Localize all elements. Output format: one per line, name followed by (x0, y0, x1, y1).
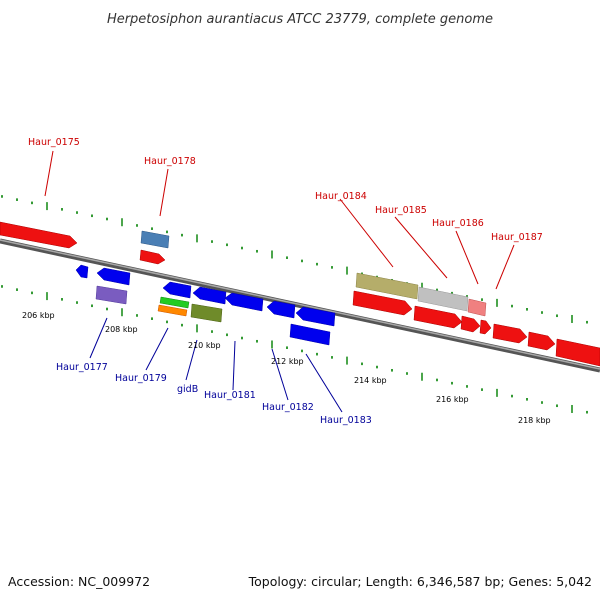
gene-haur-0179-rna[interactable] (159, 296, 190, 309)
gene-gidb[interactable] (192, 286, 227, 305)
gene-haur-0178-cds[interactable] (140, 230, 170, 249)
gene-haur-0179-trna[interactable] (157, 304, 188, 317)
kbp-label: 214 kbp (354, 376, 387, 385)
gene-haur-0187-cds[interactable] (479, 319, 492, 335)
reverse-leaders (89, 317, 343, 413)
gene-haur-0179[interactable] (162, 281, 192, 299)
map-title: Herpetosiphon aurantiacus ATCC 23779, co… (107, 12, 493, 27)
label-haur-0184[interactable]: Haur_0184 (315, 191, 367, 202)
kbp-label: 212 kbp (271, 357, 304, 366)
gene-small-reverse[interactable] (75, 264, 89, 279)
kbp-label: 210 kbp (188, 341, 221, 350)
gene-forward-next[interactable] (527, 331, 556, 351)
gene-haur-0184-cds[interactable] (355, 272, 419, 300)
label-haur-0181[interactable]: Haur_0181 (204, 390, 256, 401)
label-haur-0178[interactable]: Haur_0178 (144, 156, 196, 167)
genome-axis-highlight (0, 239, 600, 370)
gene-haur-0184[interactable] (352, 290, 413, 316)
kbp-label: 208 kbp (105, 325, 138, 334)
genome-summary-text: Topology: circular; Length: 6,346,587 bp… (248, 574, 592, 589)
gene-haur-0186[interactable] (467, 298, 487, 317)
kbp-label: 206 kbp (22, 311, 55, 320)
forward-gene-labels: Haur_0175 Haur_0178 Haur_0184 Haur_0185 … (28, 137, 543, 243)
forward-leaders (44, 150, 515, 290)
label-haur-0179[interactable]: Haur_0179 (115, 373, 167, 384)
scale-ticks (1, 195, 588, 414)
label-haur-0182[interactable]: Haur_0182 (262, 402, 314, 413)
gene-haur-0187[interactable] (492, 323, 528, 344)
label-haur-0177[interactable]: Haur_0177 (56, 362, 108, 373)
gene-haur-0177-cds[interactable] (95, 285, 128, 305)
gene-haur-0177[interactable] (96, 267, 131, 286)
label-haur-0186[interactable]: Haur_0186 (432, 218, 484, 229)
label-gidb[interactable]: gidB (177, 384, 198, 395)
gene-haur-0181[interactable] (224, 292, 264, 312)
accession-text: Accession: NC_009972 (8, 574, 151, 589)
label-haur-0175[interactable]: Haur_0175 (28, 137, 80, 148)
label-haur-0187[interactable]: Haur_0187 (491, 232, 543, 243)
reverse-strand (75, 264, 336, 346)
gene-haur-0183[interactable] (295, 306, 336, 327)
gene-haur-0185[interactable] (417, 286, 469, 312)
kbp-label: 218 kbp (518, 416, 551, 425)
gene-haur-0182[interactable] (266, 300, 296, 319)
gene-haur-0185-cds[interactable] (413, 305, 463, 329)
gene-forward-edge[interactable] (555, 338, 600, 367)
kbp-label: 216 kbp (436, 395, 469, 404)
reverse-gene-labels: Haur_0177 Haur_0179 gidB Haur_0181 Haur_… (56, 362, 372, 426)
gene-haur-0183-cds[interactable] (289, 323, 331, 346)
forward-strand (0, 221, 600, 367)
label-haur-0185[interactable]: Haur_0185 (375, 205, 427, 216)
genome-axis (0, 238, 600, 373)
gene-haur-0175[interactable] (0, 221, 78, 249)
kbp-labels: 206 kbp 208 kbp 210 kbp 212 kbp 214 kbp … (22, 311, 551, 425)
gene-haur-0186-cds[interactable] (460, 315, 481, 333)
gene-gidb-cds[interactable] (190, 303, 223, 323)
label-haur-0183[interactable]: Haur_0183 (320, 415, 372, 426)
gene-haur-0178[interactable] (139, 249, 166, 265)
